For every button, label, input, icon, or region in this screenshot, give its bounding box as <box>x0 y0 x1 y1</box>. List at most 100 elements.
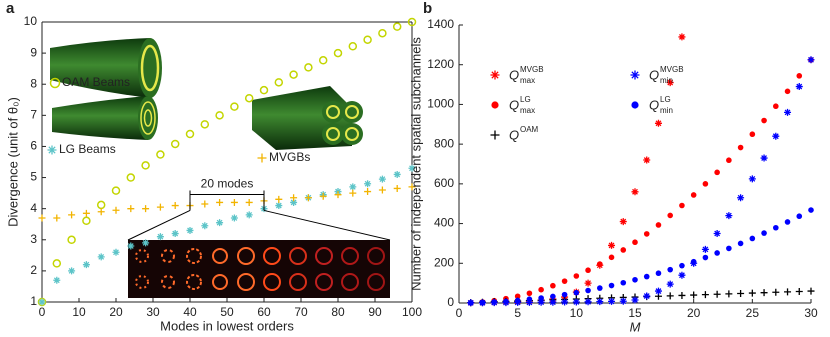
legend-label: OAM Beams <box>62 75 130 89</box>
marker <box>514 297 521 304</box>
y-axis-label: Divergence (unit of θ₀) <box>5 97 20 227</box>
marker <box>363 35 372 44</box>
marker <box>784 108 792 116</box>
marker <box>620 247 627 253</box>
marker <box>654 119 662 127</box>
marker <box>667 212 673 219</box>
marker <box>216 198 224 206</box>
marker <box>726 245 732 252</box>
legend-marker <box>491 101 499 109</box>
marker <box>53 276 61 284</box>
marker <box>596 298 604 306</box>
marker <box>275 195 283 203</box>
marker <box>349 183 357 191</box>
marker <box>537 298 545 306</box>
legend-marker <box>257 153 267 163</box>
marker <box>737 240 744 247</box>
marker <box>112 206 120 214</box>
marker <box>678 33 686 41</box>
legend-marker <box>630 70 640 80</box>
marker <box>215 111 224 120</box>
marker <box>407 17 417 27</box>
marker <box>96 200 106 210</box>
marker <box>378 28 387 38</box>
marker <box>795 83 803 91</box>
marker <box>185 129 195 139</box>
marker <box>808 207 814 213</box>
marker <box>156 203 164 211</box>
legend-marker <box>490 130 500 140</box>
series <box>467 207 814 306</box>
marker <box>690 192 697 198</box>
marker <box>549 298 557 306</box>
marker <box>597 261 603 267</box>
marker <box>666 79 674 87</box>
marker <box>561 298 569 306</box>
x-tick-label: 30 <box>146 305 160 319</box>
marker <box>655 222 662 228</box>
marker <box>526 296 533 303</box>
x-tick-label: 10 <box>570 306 584 320</box>
x-tick-label: 0 <box>39 305 46 319</box>
marker <box>726 157 732 164</box>
marker <box>655 270 662 277</box>
legend-label-sup: MVGB <box>660 65 684 74</box>
marker <box>97 253 105 261</box>
marker <box>795 287 803 295</box>
x-axis-label: Modes in lowest orders <box>160 318 294 333</box>
y-tick-label: 5 <box>30 170 37 184</box>
marker <box>67 235 76 245</box>
marker <box>525 298 533 306</box>
y-tick-label: 2 <box>30 263 37 277</box>
marker <box>760 289 768 297</box>
marker <box>690 258 697 265</box>
marker <box>714 169 720 176</box>
y-tick-label: 1200 <box>427 57 454 71</box>
y-tick-label: 3 <box>30 232 37 246</box>
annotation-pointer <box>263 209 391 241</box>
legend-marker <box>49 77 61 89</box>
marker <box>585 287 591 294</box>
legend-label-sub: max <box>520 76 535 85</box>
marker <box>364 180 372 188</box>
marker <box>393 184 401 192</box>
y-tick-label: 800 <box>434 136 454 150</box>
marker <box>318 56 328 65</box>
legend-marker <box>631 101 639 109</box>
marker <box>216 219 224 227</box>
x-tick-label: 30 <box>804 306 818 320</box>
marker <box>244 93 254 103</box>
y-tick-label: 400 <box>434 216 454 230</box>
marker <box>632 239 638 246</box>
marker <box>749 235 756 242</box>
marker <box>200 120 210 129</box>
x-tick-label: 50 <box>220 305 234 319</box>
marker <box>408 164 416 172</box>
marker <box>667 266 673 273</box>
marker <box>392 22 402 31</box>
marker <box>550 293 556 300</box>
marker <box>561 291 568 298</box>
marker <box>584 298 592 306</box>
legend-label: Q <box>649 97 659 112</box>
marker <box>761 117 767 124</box>
marker <box>679 262 685 269</box>
marker <box>713 230 721 237</box>
marker <box>737 194 745 202</box>
marker <box>275 202 283 210</box>
legend-label-sup: OAM <box>520 125 539 134</box>
marker <box>631 296 639 304</box>
marker <box>245 211 253 219</box>
legend-label: LG Beams <box>59 142 116 156</box>
marker <box>503 298 509 305</box>
legend-label-sup: LG <box>520 95 531 104</box>
marker <box>201 222 209 230</box>
marker <box>156 150 165 159</box>
marker <box>52 259 62 268</box>
marker <box>38 214 46 222</box>
marker <box>538 295 544 301</box>
x-tick-label: 90 <box>368 305 382 319</box>
marker <box>573 289 580 296</box>
marker <box>561 278 568 284</box>
